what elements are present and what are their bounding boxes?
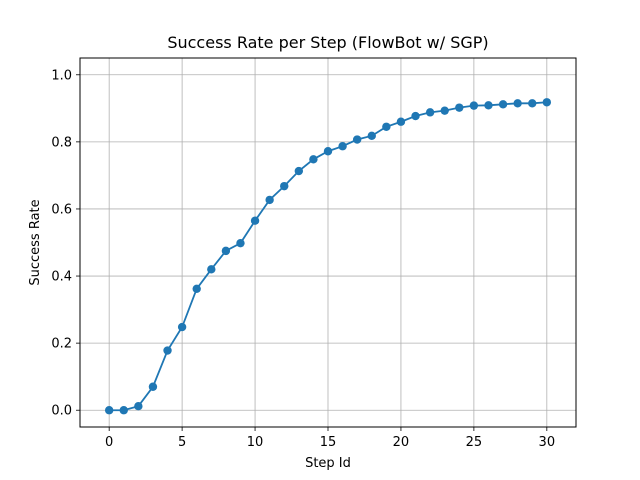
- data-point: [323, 147, 333, 156]
- x-tick-label: 20: [393, 435, 410, 450]
- data-point: [309, 155, 318, 164]
- y-tick-label: 0.4: [51, 270, 72, 285]
- data-point: [119, 406, 128, 415]
- data-point: [528, 99, 537, 108]
- data-point: [455, 103, 464, 112]
- data-point: [207, 265, 216, 274]
- data-point: [338, 142, 347, 151]
- chart-title: Success Rate per Step (FlowBot w/ SGP): [167, 33, 488, 52]
- data-series: [104, 98, 552, 415]
- y-tick-label: 0.8: [51, 135, 72, 150]
- data-point: [177, 322, 187, 332]
- y-axis-label: Success Rate: [28, 199, 43, 285]
- data-point: [513, 99, 522, 108]
- data-point: [294, 166, 304, 176]
- data-point: [425, 108, 435, 117]
- x-axis-ticks: 0 5 10 15 20 25 30: [105, 427, 555, 450]
- data-point: [221, 246, 231, 256]
- data-point: [134, 402, 143, 411]
- x-axis-label: Step Id: [305, 456, 351, 471]
- y-axis-ticks: 0.0 0.2 0.4 0.6 0.8 1.0: [51, 68, 80, 419]
- data-point: [265, 195, 274, 205]
- x-tick-label: 5: [178, 435, 186, 450]
- data-point: [469, 101, 479, 110]
- data-point: [367, 131, 376, 141]
- data-point: [396, 117, 406, 126]
- data-point: [163, 346, 172, 355]
- data-point: [280, 181, 289, 191]
- data-point: [104, 406, 114, 415]
- y-tick-label: 0.0: [51, 404, 72, 419]
- data-point: [382, 122, 391, 131]
- data-point: [352, 135, 362, 144]
- data-point: [484, 101, 493, 110]
- data-point: [440, 106, 449, 115]
- data-point: [192, 284, 201, 293]
- data-point: [148, 382, 158, 391]
- y-tick-label: 0.2: [51, 337, 72, 352]
- y-tick-label: 1.0: [51, 68, 72, 83]
- data-point: [411, 111, 420, 121]
- x-tick-label: 30: [539, 435, 556, 450]
- data-point: [542, 98, 552, 107]
- x-tick-label: 0: [105, 435, 113, 450]
- x-tick-label: 15: [320, 435, 337, 450]
- x-tick-label: 25: [466, 435, 483, 450]
- data-point: [498, 100, 508, 109]
- y-tick-label: 0.6: [51, 202, 72, 217]
- grid-lines: [80, 58, 576, 427]
- data-point: [250, 216, 260, 225]
- data-point: [236, 238, 245, 248]
- x-tick-label: 10: [247, 435, 264, 450]
